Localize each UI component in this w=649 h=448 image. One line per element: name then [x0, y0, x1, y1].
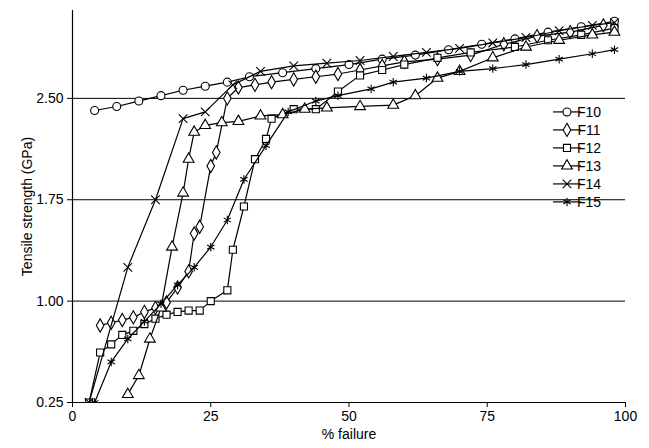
- svg-text:F14: F14: [577, 176, 601, 192]
- svg-text:25: 25: [203, 408, 219, 424]
- svg-text:Tensile strength (GPa): Tensile strength (GPa): [19, 137, 35, 276]
- svg-text:% failure: % failure: [322, 426, 377, 442]
- svg-text:F15: F15: [577, 194, 601, 210]
- svg-text:0.25: 0.25: [36, 394, 63, 410]
- svg-text:F13: F13: [577, 158, 601, 174]
- svg-text:75: 75: [479, 408, 495, 424]
- svg-text:1.75: 1.75: [36, 191, 63, 207]
- svg-text:F11: F11: [577, 122, 600, 138]
- svg-text:F12: F12: [577, 140, 601, 156]
- svg-text:F10: F10: [577, 104, 601, 120]
- svg-text:50: 50: [341, 408, 357, 424]
- svg-text:0: 0: [69, 408, 77, 424]
- svg-text:2.50: 2.50: [36, 90, 63, 106]
- svg-text:1.00: 1.00: [36, 293, 63, 309]
- svg-text:100: 100: [614, 408, 638, 424]
